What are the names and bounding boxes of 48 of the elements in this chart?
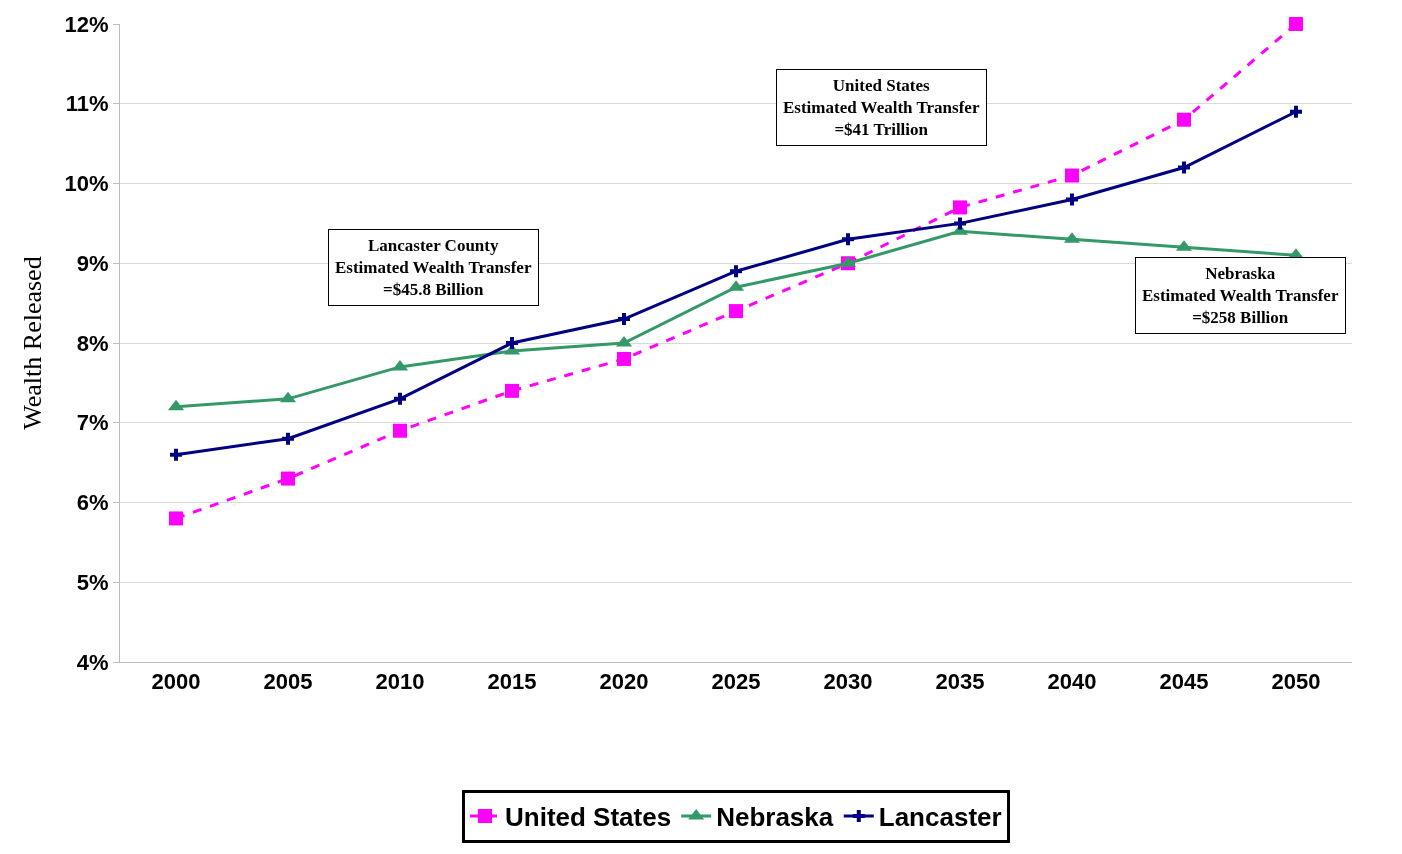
point (842, 233, 854, 246)
point (393, 423, 407, 438)
y-tick-label: 11% (65, 91, 109, 117)
x-tick-label: 2050 (1271, 669, 1321, 695)
annotation: United States Estimated Wealth Transfer =$41 Trillion (783, 76, 980, 140)
point (506, 337, 518, 349)
point (394, 392, 406, 405)
x-tick-label: 2045 (1159, 669, 1209, 695)
x-tick-label: 2025 (711, 669, 761, 695)
y-axis-title: Wealth Released (17, 256, 47, 430)
legend-label: United States (505, 802, 672, 833)
point (730, 265, 742, 278)
point (282, 432, 294, 445)
annotation: Nebraska Estimated Wealth Transfer =$258 Billion (1142, 264, 1339, 328)
x-tick-label: 2030 (823, 669, 873, 695)
x-tick-label: 2040 (1047, 669, 1097, 695)
point (170, 448, 182, 461)
point (953, 200, 967, 215)
y-tick-label: 10% (64, 171, 109, 197)
y-tick-label: 9% (76, 250, 109, 276)
y-tick-label: 8% (76, 330, 109, 356)
point (1065, 168, 1079, 183)
point (1178, 161, 1190, 174)
point (729, 304, 743, 319)
point (281, 471, 295, 486)
point (954, 217, 966, 230)
point (505, 383, 519, 398)
x-tick-label: 2035 (935, 669, 985, 695)
legend-label: Nebraska (716, 802, 834, 833)
y-tick-label: 7% (76, 410, 109, 436)
point (1066, 193, 1078, 206)
annotation: Lancaster County Estimated Wealth Transfer =$45.8 Billion (335, 236, 532, 300)
x-tick-label: 2000 (151, 669, 201, 695)
legend-label: Lancaster (878, 802, 1002, 833)
point (1289, 17, 1303, 31)
point (617, 351, 631, 366)
x-tick-label: 2020 (599, 669, 649, 695)
x-tick-label: 2015 (487, 669, 537, 695)
point (1177, 112, 1191, 127)
y-tick-label: 5% (76, 569, 109, 595)
point (618, 313, 630, 326)
point (169, 511, 183, 526)
y-tick-label: 4% (76, 649, 109, 675)
point (1290, 105, 1302, 118)
x-tick-label: 2010 (375, 669, 425, 695)
y-tick-label: 12% (64, 11, 109, 37)
y-tick-label: 6% (76, 490, 109, 516)
x-tick-label: 2005 (263, 669, 313, 695)
